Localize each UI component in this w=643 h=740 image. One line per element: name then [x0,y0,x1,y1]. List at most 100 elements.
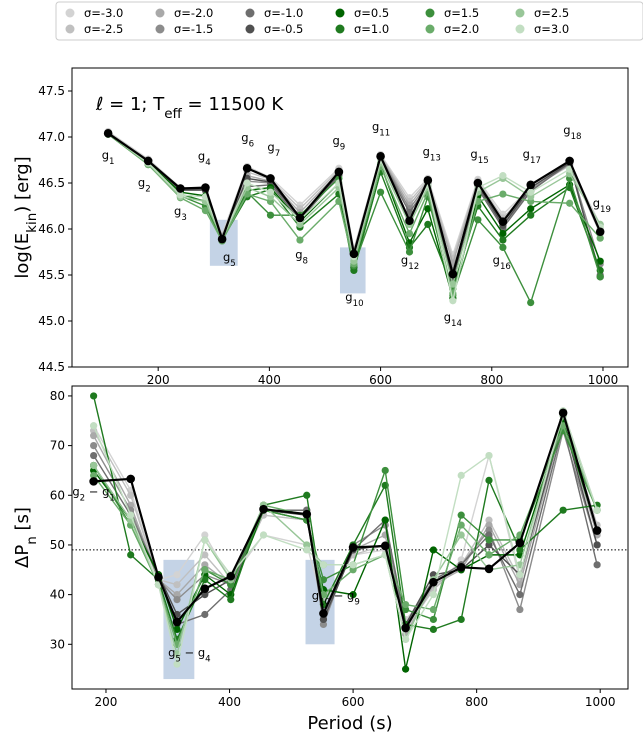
series-point [499,190,507,198]
reference-series-point [405,216,414,226]
mode-label-main: g [332,133,339,147]
series-point [90,442,98,450]
series-point [485,476,493,484]
mode-label: g12 [401,253,419,272]
legend-marker [425,24,435,34]
y-axis-label-sub: n [24,536,40,545]
series-point [457,615,465,624]
diff-g: g [72,484,79,498]
series-point [499,236,507,244]
mode-label-main: g [295,247,302,261]
mode-label: g5 [223,250,236,269]
diff-g: g [312,589,319,603]
mode-label: g8 [295,247,308,266]
reference-series-point [565,156,574,166]
reference-series-point [380,541,390,551]
y-axis-label-main: log(E [12,233,33,279]
mode-label: g13 [423,144,441,163]
period-difference-label: g5 − g4 [168,646,211,665]
legend-label: σ=-2.0 [174,6,213,20]
x-tick-label: 200 [95,695,118,709]
series-point [449,297,457,305]
reference-series-point [334,167,344,177]
series-point [176,191,185,199]
mode-label: g16 [493,253,511,272]
series-point [243,179,251,187]
mode-label-main: g [470,147,477,161]
y-axis-label: log(Ekin) [erg] [12,156,40,278]
mode-label-main: g [493,253,500,267]
mode-label-main: g [523,147,530,161]
mode-label: g10 [345,290,363,309]
x-tick-label: 400 [258,373,281,387]
series-point [201,566,209,574]
y-tick-label: 45.0 [38,314,65,328]
legend-marker [245,24,255,34]
mode-label-main: g [345,290,352,304]
mode-label-main: g [198,149,205,163]
mode-label: g6 [241,131,254,150]
reference-series-point [558,408,568,418]
series-point [90,392,98,400]
reference-series-point [401,623,410,633]
series-point [485,526,493,534]
series-point [201,536,209,544]
series-point [457,471,465,480]
legend-label: σ=-2.5 [84,22,123,36]
mode-label: g17 [523,147,541,166]
series-point [499,172,507,180]
series-point [90,451,98,460]
series-point [201,561,209,569]
reference-series-point [302,509,312,519]
series-point [566,199,574,207]
reference-series-point [348,543,358,552]
series-point [559,506,567,514]
reference-series-point [473,178,483,188]
series-point [90,471,98,480]
y-axis-label-main: ΔP [12,545,33,568]
reference-series-point [484,564,494,574]
mode-label-sub: 10 [353,299,364,309]
series-point [173,581,181,589]
series-point [596,257,604,265]
mode-label-main: g [241,131,248,145]
panel-annotation-main: ℓ = 1; T [95,94,165,115]
series-point [429,591,437,599]
series-point [474,216,482,224]
series-point [457,521,465,529]
series-point [266,211,275,219]
series-point [527,299,535,307]
series-point [596,273,604,281]
reference-series-point [448,269,458,279]
mode-label-sub: 8 [303,256,308,266]
panel-annotation-sub: eff [164,106,182,122]
series-point [405,248,414,256]
mode-label-sub: 17 [530,156,541,166]
mode-label-main: g [372,120,379,134]
reference-series-point [592,526,602,535]
mode-label: g18 [563,123,581,142]
reference-series-point [259,504,268,514]
series-point [485,536,493,544]
series-point [303,491,311,499]
mode-label-main: g [138,176,145,190]
mode-label: g15 [470,147,488,166]
mode-label-main: g [444,310,451,324]
mode-label-sub: 18 [571,132,582,142]
series-point [527,188,535,196]
mode-label-main: g [102,148,109,162]
legend-marker [515,24,525,34]
legend-marker [155,24,165,34]
reference-series-point [201,183,210,192]
series-point [596,234,604,242]
mode-label-sub: 19 [600,205,611,215]
series-point [349,591,357,599]
reference-series-point [226,571,236,581]
series-point [485,451,493,460]
series-point [457,531,465,539]
mode-label-main: g [563,123,570,137]
series-point [173,595,181,604]
reference-series-point [595,227,605,237]
panel-annotation-rest: = 11500 K [182,94,285,115]
